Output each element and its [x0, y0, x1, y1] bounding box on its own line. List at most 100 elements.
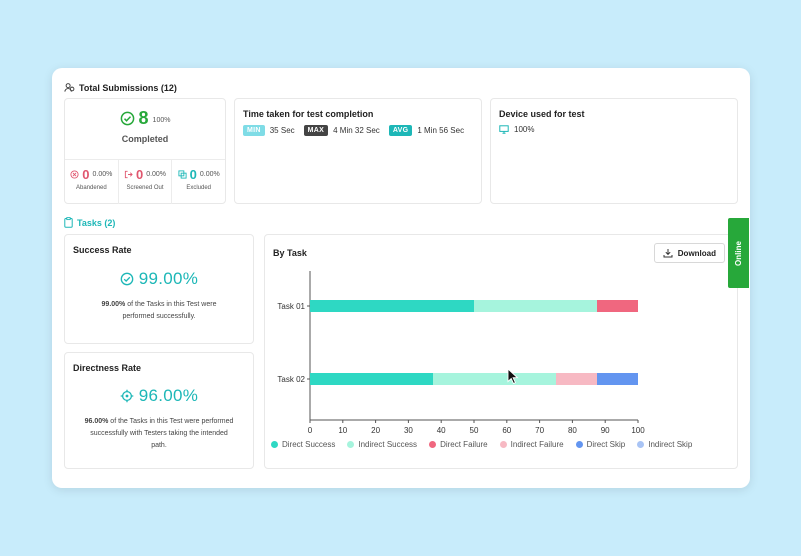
- success-rate-value: 99.00%: [138, 269, 199, 288]
- max-badge: MAX: [303, 125, 329, 136]
- success-rate-desc-text: of the Tasks in this Test were performed…: [122, 301, 217, 320]
- total-submissions-title: Total Submissions (12): [79, 82, 177, 93]
- by-task-title: By Task: [273, 248, 307, 258]
- bar-segment: [474, 300, 597, 312]
- time-panel: Time taken for test completion MIN 35 Se…: [234, 98, 482, 204]
- check-circle-icon: [120, 111, 134, 126]
- download-label: Download: [677, 248, 716, 258]
- bar-segment: [433, 373, 556, 385]
- legend-label: Indirect Skip: [648, 440, 693, 449]
- excluded-pct: 0.00%: [199, 171, 220, 178]
- legend-item[interactable]: Indirect Failure: [499, 438, 564, 451]
- excluded-label: Excluded: [186, 185, 212, 191]
- by-task-chart: 0 10 20 30 40 50 60 70 80 90 100 Task 01 Task 02: [277, 271, 645, 435]
- target-icon: [120, 389, 134, 403]
- desktop-pct: 100%: [514, 125, 535, 134]
- y-tick-label: Task 02: [277, 375, 305, 384]
- directness-rate-title: Directness Rate: [73, 363, 142, 373]
- bar-segment: [310, 300, 474, 312]
- online-tab-label: Online: [734, 240, 744, 266]
- legend-label: Indirect Failure: [510, 440, 564, 449]
- legend-label: Indirect Success: [358, 440, 418, 449]
- completed-pct: 100%: [152, 117, 171, 124]
- users-icon: [64, 83, 75, 92]
- legend-swatch: [347, 441, 355, 448]
- min-badge: MIN: [243, 125, 265, 136]
- time-title: Time taken for test completion: [243, 109, 374, 119]
- divider: [65, 159, 225, 160]
- screened-out-count: 0: [135, 167, 144, 182]
- screened-out-pct: 0.00%: [146, 171, 167, 178]
- x-tick-label: 60: [502, 426, 511, 435]
- max-value: 4 Min 32 Sec: [333, 126, 380, 135]
- desktop-icon: [499, 125, 509, 134]
- bar-segment: [597, 373, 638, 385]
- chart-legend: Direct Success Indirect Success Direct Fai…: [271, 438, 711, 452]
- legend-label: Direct Success: [282, 440, 336, 449]
- x-tick-label: 0: [308, 426, 313, 435]
- x-tick-label: 100: [631, 426, 645, 435]
- success-rate-panel: Success Rate 99.00% 99.00% of the Tasks …: [64, 234, 254, 344]
- legend-swatch: [499, 441, 507, 448]
- legend-swatch: [429, 441, 437, 448]
- total-submissions-heading: Total Submissions (12): [64, 82, 177, 93]
- directness-rate-description: 96.00% of the Tasks in this Test were pe…: [73, 416, 245, 452]
- avg-value: 1 Min 56 Sec: [417, 126, 465, 135]
- completed-count: 8: [138, 108, 149, 128]
- excluded-count: 0: [189, 167, 197, 182]
- x-circle-icon: [70, 170, 79, 179]
- y-tick-label: Task 01: [277, 302, 305, 311]
- tasks-heading[interactable]: Tasks (2): [64, 217, 115, 228]
- tasks-title: Tasks (2): [77, 217, 116, 228]
- directness-rate-panel: Directness Rate 96.00% 96.00% of the Tas…: [64, 352, 254, 469]
- abandoned-pct: 0.00%: [92, 171, 113, 178]
- success-rate-desc-pct: 99.00%: [101, 301, 126, 308]
- legend-swatch: [637, 441, 645, 448]
- bar-segment: [310, 373, 433, 385]
- x-tick-label: 80: [568, 426, 577, 435]
- legend-swatch: [575, 441, 583, 448]
- legend-label: Direct Failure: [440, 440, 488, 449]
- excluded-stat: 0 0.00% Excluded: [172, 159, 225, 204]
- bar-segment: [556, 373, 597, 385]
- screened-out-stat: 0 0.00% Screened Out: [119, 159, 173, 204]
- abandoned-label: Abandened: [75, 185, 107, 191]
- legend-item[interactable]: Indirect Skip: [637, 438, 692, 451]
- legend-item[interactable]: Direct Success: [271, 438, 335, 451]
- x-tick-label: 20: [371, 426, 380, 435]
- x-tick-label: 40: [437, 426, 446, 435]
- clipboard-icon: [64, 217, 73, 228]
- by-task-panel: By Task Download 0 10 20 30 40 50 60 70 80 90 100 T…: [264, 234, 738, 469]
- x-tick-label: 90: [601, 426, 610, 435]
- x-tick-label: 30: [404, 426, 413, 435]
- download-icon: [663, 249, 673, 258]
- device-title: Device used for test: [499, 109, 585, 119]
- exit-icon: [124, 170, 133, 179]
- x-tick-label: 50: [470, 426, 479, 435]
- device-panel: Device used for test 100%: [490, 98, 738, 204]
- success-rate-description: 99.00% of the Tasks in this Test were pe…: [73, 299, 245, 323]
- avg-badge: AVG: [388, 125, 413, 136]
- submissions-panel: 8 100% Completed 0 0.00% Abandened 0 0.0…: [64, 98, 226, 204]
- abandoned-count: 0: [82, 167, 90, 182]
- mouse-cursor-icon: [507, 368, 519, 384]
- legend-swatch: [271, 441, 278, 448]
- legend-item[interactable]: Direct Skip: [575, 438, 625, 451]
- copy-icon: [178, 170, 187, 179]
- success-rate-title: Success Rate: [73, 245, 132, 255]
- directness-rate-desc-text: of the Tasks in this Test were performed…: [90, 418, 234, 449]
- download-button[interactable]: Download: [653, 243, 725, 263]
- check-circle-icon: [120, 272, 134, 286]
- completed-label: Completed: [121, 134, 169, 144]
- x-tick-label: 70: [535, 426, 544, 435]
- directness-rate-value: 96.00%: [138, 386, 199, 405]
- online-tab[interactable]: Online: [728, 218, 749, 288]
- results-card: Total Submissions (12) 8 100% Completed …: [52, 68, 750, 488]
- screened-out-label: Screened Out: [126, 185, 164, 191]
- legend-item[interactable]: Direct Failure: [429, 438, 488, 451]
- directness-rate-desc-pct: 96.00%: [84, 418, 109, 425]
- bar-segment: [597, 300, 638, 312]
- legend-item[interactable]: Indirect Success: [347, 438, 417, 451]
- abandoned-stat: 0 0.00% Abandened: [65, 159, 119, 204]
- x-tick-label: 10: [338, 426, 347, 435]
